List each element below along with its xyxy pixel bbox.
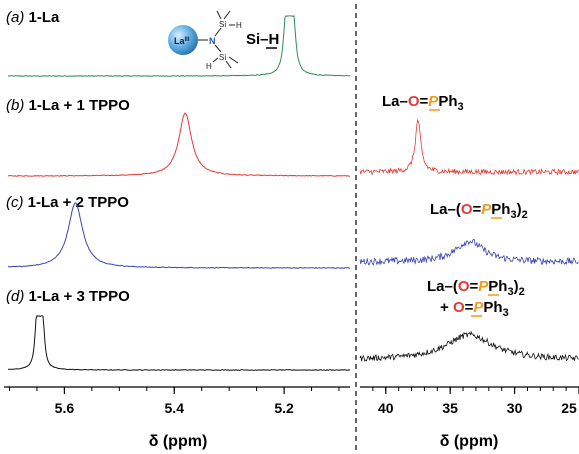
la-label: LaIII [174, 36, 190, 46]
left-panel: (a) 1-La (b) 1-La + 1 TPPO (c) 1-La + 2 … [4, 9, 351, 450]
methyl-3 [228, 56, 239, 64]
n-atom: N [209, 36, 216, 46]
n-si-bond-top [214, 27, 222, 37]
si-atom-bottom: Si [219, 53, 226, 62]
row-label-c-name: 1-La + 2 TPPO [28, 194, 130, 211]
row-label-a-prefix: (a) [6, 9, 24, 26]
n-si-bond-bottom [214, 44, 222, 53]
left-x-ticks: 5.6 5.4 5.2 [8, 387, 340, 416]
left-spectrum-4 [7, 315, 351, 371]
row-label-c-prefix: (c) [6, 194, 24, 211]
molecule-structure: LaIII N Si Si H H [168, 10, 242, 71]
row-label-b-prefix: (b) [6, 97, 24, 114]
left-tick-label-1: 5.6 [55, 400, 75, 416]
annotation-b: La–O=PPh3 [382, 93, 464, 113]
right-tick-label-4: 25 [561, 400, 577, 416]
right-spectrum-3 [359, 330, 579, 362]
right-panel: La–O=PPh3 La–(O=PPh3)2 La–(O=PPh3)2 + O=… [359, 93, 579, 450]
row-label-d: (d) 1-La + 3 TPPO [6, 288, 130, 305]
row-label-a-name: 1-La [29, 9, 61, 26]
left-spectra [7, 15, 351, 371]
si-h-label: Si–H [246, 31, 279, 48]
right-tick-label-2: 35 [442, 400, 458, 416]
right-x-axis-title: δ (ppm) [440, 433, 499, 450]
h-atom-bottom: H [206, 62, 212, 71]
row-label-a: (a) 1-La [6, 9, 60, 26]
right-x-ticks: 40 35 30 25 [372, 387, 579, 416]
left-spectrum-2 [7, 112, 351, 177]
right-spectra [359, 118, 579, 362]
row-label-d-name: 1-La + 3 TPPO [29, 288, 131, 305]
right-spectrum-1 [359, 118, 579, 176]
left-spectrum-3 [7, 202, 351, 269]
si-h-bond-bottom [212, 57, 219, 63]
lanthanum-sphere [168, 25, 198, 55]
methyl-4 [225, 60, 232, 69]
right-spectrum-2 [359, 238, 579, 266]
row-label-b: (b) 1-La + 1 TPPO [6, 97, 130, 114]
right-tick-label-3: 30 [507, 400, 523, 416]
left-x-axis-title: δ (ppm) [149, 433, 208, 450]
row-label-c: (c) 1-La + 2 TPPO [6, 194, 129, 211]
si-atom-top: Si [219, 20, 226, 29]
methyl-2 [223, 10, 231, 20]
right-tick-label-1: 40 [378, 400, 394, 416]
row-label-b-name: 1-La + 1 TPPO [29, 97, 131, 114]
left-tick-label-2: 5.4 [165, 400, 185, 416]
annotation-d-line2: + O=PPh3 [440, 299, 509, 319]
row-label-d-prefix: (d) [6, 288, 24, 305]
h-atom-top: H [236, 21, 242, 30]
annotation-d-line1: La–(O=PPh3)2 [427, 278, 525, 298]
left-spectrum-1 [7, 15, 351, 77]
annotation-c: La–(O=PPh3)2 [430, 201, 528, 221]
left-tick-label-3: 5.2 [274, 400, 294, 416]
methyl-1 [216, 10, 222, 20]
